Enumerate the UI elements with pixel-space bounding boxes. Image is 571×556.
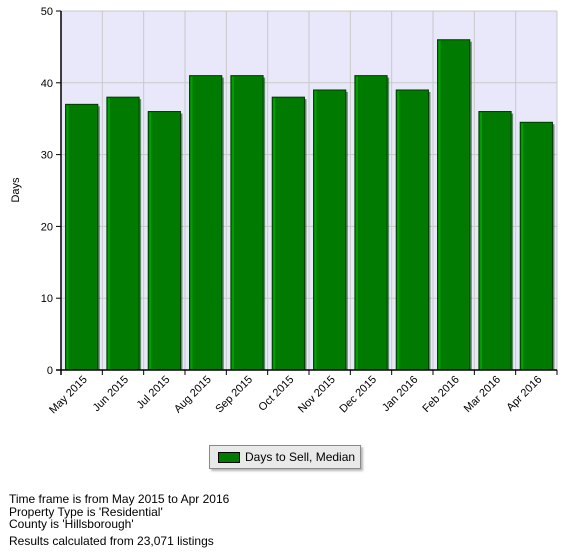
x-tick-label: Jul 2015 xyxy=(135,374,173,412)
y-tick-label: 0 xyxy=(47,365,53,377)
bar-highlight xyxy=(397,90,400,370)
bar xyxy=(313,89,347,371)
legend-swatch xyxy=(218,451,240,463)
y-tick-label: 10 xyxy=(41,293,53,305)
bar xyxy=(271,96,305,371)
bar-highlight xyxy=(190,76,193,371)
x-tick-label: Oct 2015 xyxy=(256,374,296,414)
bar xyxy=(519,121,553,371)
x-tick-label: Feb 2016 xyxy=(420,374,461,415)
x-tick-label: Sep 2015 xyxy=(213,374,255,416)
property-type-text: Property Type is 'Residential' xyxy=(9,504,163,519)
y-tick-label: 30 xyxy=(41,150,53,162)
y-axis-title: Days xyxy=(10,177,22,203)
time-frame-text: Time frame is from May 2015 to Apr 2016 xyxy=(9,492,230,506)
county-text: County is 'Hillsborough' xyxy=(9,517,134,531)
bar-highlight xyxy=(231,76,234,371)
bar-highlight xyxy=(107,98,110,370)
bar xyxy=(478,111,512,371)
x-tick-label: Aug 2015 xyxy=(172,374,214,416)
bars xyxy=(65,39,555,371)
legend: Days to Sell, Median xyxy=(209,445,361,469)
legend-label: Days to Sell, Median xyxy=(245,450,356,464)
bar-highlight xyxy=(438,40,441,370)
gridlines xyxy=(61,10,558,370)
bar xyxy=(437,39,471,371)
bar xyxy=(189,75,223,371)
y-tick-label: 20 xyxy=(41,221,53,233)
bar-highlight xyxy=(314,90,317,370)
results-count-text: Results calculated from 23,071 listings xyxy=(9,533,214,548)
y-tick-label: 50 xyxy=(41,6,53,18)
bar-chart: 0 10 20 30 40 50 May 2015 Jun 2015 Jul 2015 Aug … xyxy=(10,6,558,417)
y-tick-labels: 0 10 20 30 40 50 xyxy=(41,6,53,377)
x-tick-label: Dec 2015 xyxy=(337,374,379,416)
x-tick-label: Mar 2016 xyxy=(462,374,503,415)
bar xyxy=(354,75,388,371)
x-tick-label: Apr 2016 xyxy=(504,374,544,414)
bar-highlight xyxy=(66,105,69,370)
bar-highlight xyxy=(149,112,152,371)
x-tick-label: Jan 2016 xyxy=(380,374,420,414)
footer-notes: Time frame is from May 2015 to Apr 2016 … xyxy=(9,493,229,547)
bar xyxy=(65,103,99,371)
bar xyxy=(147,111,181,371)
bar-highlight xyxy=(355,76,358,371)
bar xyxy=(230,75,264,371)
bar-highlight xyxy=(521,123,524,370)
bar xyxy=(395,89,429,371)
y-tick-label: 40 xyxy=(41,78,53,90)
bar-highlight xyxy=(273,98,276,370)
axes xyxy=(56,10,558,375)
bar xyxy=(106,96,140,371)
x-tick-label: May 2015 xyxy=(47,374,90,417)
x-tick-label: Nov 2015 xyxy=(296,374,338,416)
x-tick-label: Jun 2015 xyxy=(91,374,131,414)
bar-highlight xyxy=(479,112,482,371)
x-tick-labels: May 2015 Jun 2015 Jul 2015 Aug 2015 Sep 2015… xyxy=(47,374,544,417)
